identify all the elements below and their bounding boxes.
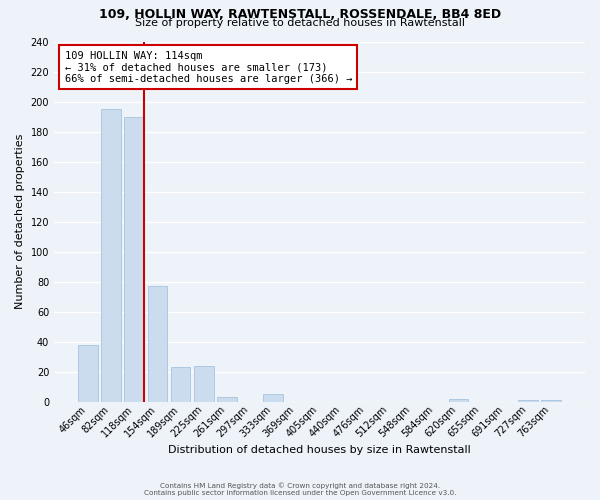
Bar bbox=[541, 400, 561, 402]
Bar bbox=[449, 398, 468, 402]
Bar bbox=[78, 344, 98, 402]
Bar bbox=[217, 397, 237, 402]
Bar bbox=[194, 366, 214, 402]
X-axis label: Distribution of detached houses by size in Rawtenstall: Distribution of detached houses by size … bbox=[168, 445, 471, 455]
Bar bbox=[124, 116, 144, 402]
Text: 109, HOLLIN WAY, RAWTENSTALL, ROSSENDALE, BB4 8ED: 109, HOLLIN WAY, RAWTENSTALL, ROSSENDALE… bbox=[99, 8, 501, 20]
Bar bbox=[263, 394, 283, 402]
Text: Size of property relative to detached houses in Rawtenstall: Size of property relative to detached ho… bbox=[135, 18, 465, 28]
Bar bbox=[518, 400, 538, 402]
Text: 109 HOLLIN WAY: 114sqm
← 31% of detached houses are smaller (173)
66% of semi-de: 109 HOLLIN WAY: 114sqm ← 31% of detached… bbox=[65, 50, 352, 84]
Bar bbox=[148, 286, 167, 402]
Text: Contains HM Land Registry data © Crown copyright and database right 2024.
Contai: Contains HM Land Registry data © Crown c… bbox=[144, 482, 456, 496]
Y-axis label: Number of detached properties: Number of detached properties bbox=[15, 134, 25, 310]
Bar bbox=[101, 109, 121, 402]
Bar bbox=[171, 367, 190, 402]
